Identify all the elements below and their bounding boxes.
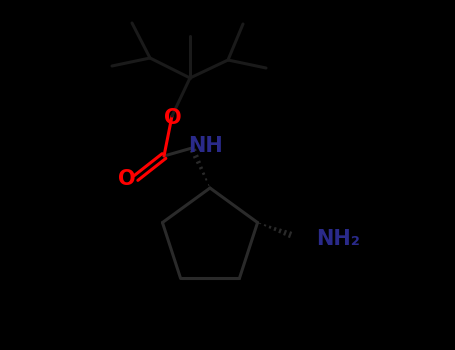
Text: NH₂: NH₂ (317, 229, 360, 248)
Text: O: O (118, 169, 136, 189)
Text: O: O (164, 108, 182, 128)
Text: NH: NH (189, 136, 223, 156)
